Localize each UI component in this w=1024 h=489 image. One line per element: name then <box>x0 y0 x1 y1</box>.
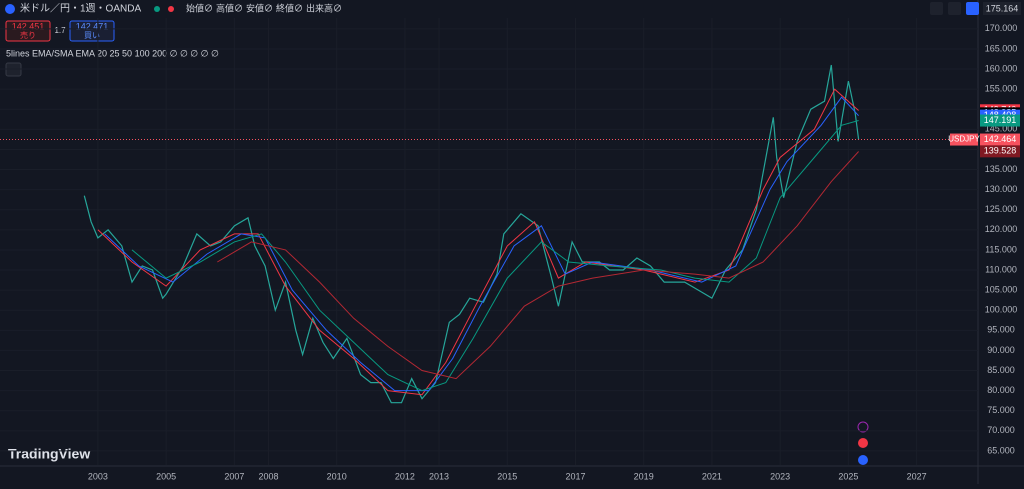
x-tick-label: 2023 <box>770 471 790 481</box>
sell-button[interactable]: 142.451 売り <box>5 20 51 42</box>
y-tick-label: 65.000 <box>987 445 1015 455</box>
sync-button[interactable] <box>966 2 979 15</box>
x-tick-label: 2027 <box>907 471 927 481</box>
series-line <box>104 96 859 392</box>
symbol: 米ドル／円・1週・OANDA <box>20 2 141 15</box>
y-tick-label: 105.000 <box>985 285 1018 295</box>
y-tick-label: 80.000 <box>987 385 1015 395</box>
y-tick-label: 120.000 <box>985 224 1018 234</box>
ohlc: 終値∅ <box>276 2 303 13</box>
price-tag <box>980 114 1020 127</box>
y-tick-label: 130.000 <box>985 184 1018 194</box>
top-price-box <box>983 2 1021 15</box>
price-tag-label: 142.464 <box>984 134 1017 144</box>
down-button[interactable] <box>948 2 961 15</box>
y-tick-label: 75.000 <box>987 405 1015 415</box>
y-tick-label: 145.000 <box>985 124 1018 134</box>
price-tag-label: 139.528 <box>984 146 1017 156</box>
up-button[interactable] <box>930 2 943 15</box>
series-line <box>217 151 859 380</box>
y-tick-label: 100.000 <box>985 305 1018 315</box>
event-icon[interactable] <box>858 455 868 465</box>
buy-button[interactable]: 142.471 買い <box>69 20 115 42</box>
price-tag <box>980 145 1020 158</box>
buy-price: 142.471 <box>76 21 109 31</box>
ohlc: 安値∅ <box>246 2 273 13</box>
y-tick-label: 70.000 <box>987 425 1015 435</box>
indicator-legend: 5lines EMA/SMA EMA 20 25 50 100 200 ∅ ∅ … <box>6 48 219 58</box>
x-tick-label: 2012 <box>395 471 415 481</box>
sell-label: 売り <box>20 30 36 40</box>
y-tick-label: 85.000 <box>987 365 1015 375</box>
y-tick-label: 115.000 <box>985 244 1017 254</box>
x-tick-label: 2005 <box>156 471 176 481</box>
x-tick-label: 2025 <box>838 471 858 481</box>
flag-icon <box>5 4 15 14</box>
x-tick-label: 2003 <box>88 471 108 481</box>
spread: 1.7 <box>54 26 66 35</box>
x-tick-label: 2017 <box>565 471 585 481</box>
ohlc: 出来高∅ <box>306 2 342 13</box>
event-icon[interactable] <box>858 438 868 448</box>
y-tick-label: 90.000 <box>987 345 1015 355</box>
sell-price: 142.451 <box>12 21 45 31</box>
x-tick-label: 2021 <box>702 471 722 481</box>
symbol-tag <box>950 133 978 146</box>
x-tick-label: 2013 <box>429 471 449 481</box>
status-dot <box>168 6 174 12</box>
y-tick-label: 110.000 <box>985 264 1017 274</box>
y-tick-label: 160.000 <box>985 63 1018 73</box>
x-tick-label: 2008 <box>258 471 278 481</box>
series-line <box>83 64 860 404</box>
y-tick-label: 165.000 <box>985 43 1018 53</box>
y-tick-label: 135.000 <box>985 164 1018 174</box>
series-line <box>97 88 859 396</box>
y-tick-label: 125.000 <box>985 204 1018 214</box>
x-tick-label: 2019 <box>634 471 654 481</box>
y-tick-label: 170.000 <box>985 23 1018 33</box>
y-tick-label: 155.000 <box>985 84 1018 94</box>
status-dot <box>154 6 160 12</box>
logo: TradingView <box>8 446 90 462</box>
x-tick-label: 2015 <box>497 471 517 481</box>
plot: 65.000 70.000 75.000 80.000 85.000 90.000 95.0… <box>0 18 1020 481</box>
symbol-name: USDJPY <box>948 135 980 144</box>
ohlc: 高値∅ <box>216 2 243 13</box>
series-line <box>131 120 859 392</box>
x-tick-label: 2007 <box>224 471 244 481</box>
event-icon[interactable] <box>857 421 869 433</box>
ohlc: 始値∅ <box>186 2 213 13</box>
price-tag-label: 147.191 <box>984 115 1017 125</box>
x-tick-label: 2010 <box>327 471 347 481</box>
y-tick-label: 95.000 <box>987 325 1015 335</box>
price-tag <box>980 133 1020 146</box>
buy-label: 買い <box>84 31 100 40</box>
top-price: 175.164 <box>986 3 1019 13</box>
